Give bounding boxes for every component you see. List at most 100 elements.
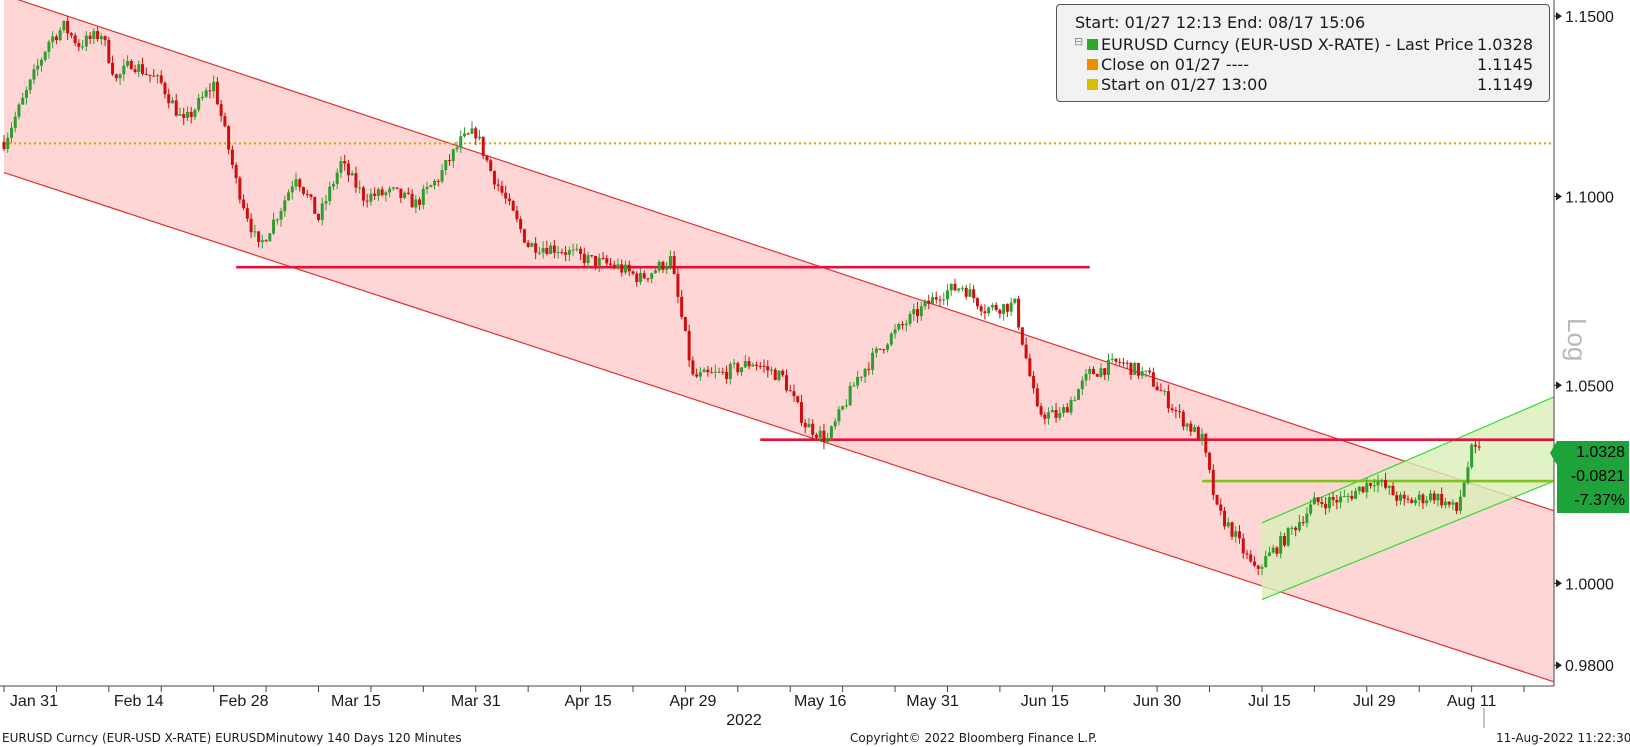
candle-body (264, 240, 268, 242)
candle-body (1020, 327, 1024, 345)
candle-body (77, 43, 81, 47)
candle-body (848, 385, 852, 406)
candle-body (36, 65, 40, 70)
candle-body (257, 231, 261, 242)
x-tick-label: Jul 15 (1248, 693, 1291, 710)
candle-body (111, 62, 115, 75)
candle-body (680, 296, 684, 318)
candle-body (399, 188, 403, 198)
candle-body (272, 219, 276, 234)
candle-body (1050, 410, 1054, 413)
candle-body (1369, 483, 1373, 486)
candle-body (755, 364, 759, 366)
candle-body (799, 402, 803, 423)
candle-body (403, 192, 407, 198)
candle-body (103, 36, 107, 40)
collapse-icon[interactable]: ⊟ (1074, 35, 1084, 48)
x-tick-label: Jun 15 (1021, 693, 1069, 710)
candle-body (1073, 399, 1077, 401)
candle-body (507, 198, 511, 202)
candle-body (1163, 391, 1167, 393)
candle-body (421, 188, 425, 205)
candle-body (586, 255, 590, 264)
x-tick-label: Mar 15 (331, 693, 381, 710)
candle-body (732, 363, 736, 365)
candle-body (223, 116, 227, 127)
log-scale-label: Log (1562, 318, 1592, 362)
candle-body (1327, 497, 1331, 509)
legend-row-start: Start on 01/27 13:00 1.1149 (1065, 75, 1541, 95)
candle-body (1447, 501, 1451, 505)
candle-body (193, 109, 197, 117)
candle-body (713, 371, 717, 373)
candle-body (148, 74, 152, 76)
candle-body (1324, 503, 1328, 509)
candle-body (504, 192, 508, 199)
candle-body (1372, 485, 1376, 487)
candle-body (1312, 497, 1316, 505)
candle-body (792, 391, 796, 397)
candle-body (740, 367, 744, 373)
candle-body (1219, 504, 1223, 511)
candle-body (829, 426, 833, 439)
candle-body (1245, 553, 1249, 555)
candle-body (1275, 547, 1279, 554)
candle-body (1357, 486, 1361, 492)
candle-body (818, 430, 822, 438)
candle-body (350, 173, 354, 176)
candle-body (298, 179, 302, 188)
candle-body (777, 370, 781, 381)
candle-body (1091, 368, 1095, 375)
legend-header: Start: 01/27 12:13 End: 08/17 15:06 (1075, 13, 1366, 32)
candle-body (182, 114, 186, 118)
candle-body (1241, 538, 1245, 554)
candle-body (395, 187, 399, 189)
x-tick-label: Feb 14 (114, 693, 164, 710)
candle-body (893, 329, 897, 334)
candle-body (942, 299, 946, 301)
candle-body (844, 405, 848, 407)
candle-body (590, 255, 594, 257)
candle-body (646, 278, 650, 280)
candle-body (650, 273, 654, 279)
candle-body (32, 69, 36, 80)
legend-label: Close on 01/27 ---- (1101, 55, 1249, 74)
year-label: 2022 (726, 712, 762, 729)
candle-body (391, 187, 395, 189)
candle-body (137, 64, 141, 72)
candle-body (979, 306, 983, 312)
candle-body (339, 161, 343, 173)
candle-body (1458, 496, 1462, 511)
candle-body (17, 104, 21, 117)
candle-body (1436, 493, 1440, 501)
candle-body (410, 193, 414, 208)
candle-body (152, 75, 156, 77)
candle-body (541, 247, 545, 253)
candle-body (114, 74, 118, 79)
candle-body (1451, 502, 1455, 505)
candle-body (1144, 370, 1148, 372)
candle-body (833, 421, 837, 427)
candle-body (167, 94, 171, 104)
net-change-tag: -0.0821 (1557, 465, 1629, 489)
candle-body (668, 256, 672, 267)
candle-body (234, 164, 238, 179)
candle-body (1473, 444, 1477, 447)
candle-body (99, 36, 103, 40)
candle-body (496, 184, 500, 186)
y-tick-arrow (1556, 661, 1562, 670)
candle-body (1384, 480, 1388, 488)
price-candles (2, 16, 1481, 576)
candle-body (856, 376, 860, 386)
candle-body (208, 90, 212, 92)
candle-body (1271, 547, 1275, 553)
candle-body (623, 264, 627, 273)
candle-body (81, 46, 85, 48)
candle-body (39, 59, 43, 66)
candle-body (294, 179, 298, 187)
candle-body (867, 368, 871, 370)
candle-body (1466, 467, 1470, 483)
candle-body (1406, 498, 1410, 500)
candle-body (425, 187, 429, 189)
channel-fill-0 (4, 0, 1554, 682)
